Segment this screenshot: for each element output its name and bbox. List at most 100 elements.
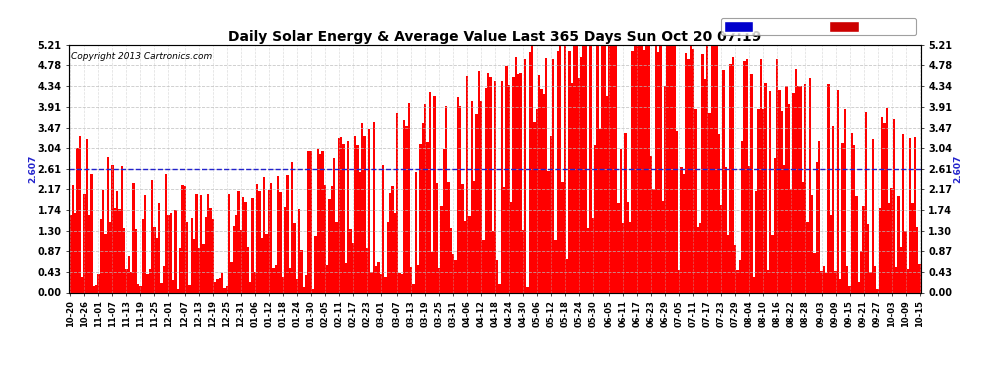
Bar: [207, 194, 209, 292]
Bar: [78, 136, 81, 292]
Bar: [816, 162, 818, 292]
Bar: [587, 228, 589, 292]
Bar: [606, 96, 608, 292]
Bar: [426, 142, 429, 292]
Bar: [480, 101, 482, 292]
Bar: [755, 190, 757, 292]
Bar: [240, 230, 242, 292]
Bar: [212, 219, 214, 292]
Bar: [524, 59, 527, 292]
Bar: [153, 227, 155, 292]
Text: Copyright 2013 Cartronics.com: Copyright 2013 Cartronics.com: [71, 53, 212, 62]
Bar: [140, 286, 142, 292]
Bar: [358, 172, 361, 292]
Bar: [193, 239, 195, 292]
Bar: [837, 90, 840, 292]
Bar: [93, 286, 95, 292]
Bar: [857, 282, 860, 292]
Bar: [692, 49, 694, 292]
Bar: [694, 110, 697, 292]
Bar: [158, 202, 160, 292]
Bar: [176, 289, 179, 292]
Bar: [706, 45, 709, 292]
Bar: [730, 64, 732, 292]
Bar: [247, 247, 248, 292]
Bar: [445, 106, 447, 292]
Bar: [687, 59, 690, 292]
Bar: [349, 229, 351, 292]
Bar: [286, 176, 288, 292]
Bar: [862, 206, 864, 292]
Bar: [855, 196, 857, 292]
Bar: [142, 219, 144, 292]
Bar: [618, 203, 620, 292]
Bar: [867, 224, 869, 292]
Bar: [669, 45, 671, 292]
Bar: [585, 45, 587, 292]
Bar: [375, 266, 377, 292]
Bar: [434, 96, 436, 292]
Bar: [319, 154, 321, 292]
Bar: [776, 59, 778, 292]
Bar: [155, 238, 158, 292]
Bar: [821, 271, 823, 292]
Bar: [202, 244, 205, 292]
Bar: [408, 104, 410, 292]
Bar: [356, 145, 358, 292]
Bar: [685, 53, 687, 292]
Bar: [473, 181, 475, 292]
Bar: [709, 113, 711, 292]
Bar: [711, 45, 713, 292]
Bar: [346, 141, 349, 292]
Bar: [659, 45, 661, 292]
Bar: [883, 123, 886, 292]
Bar: [886, 108, 888, 292]
Bar: [778, 90, 781, 292]
Bar: [914, 136, 916, 292]
Bar: [451, 254, 454, 292]
Bar: [351, 243, 353, 292]
Bar: [100, 219, 102, 292]
Bar: [517, 74, 520, 292]
Bar: [496, 260, 499, 292]
Bar: [489, 76, 491, 292]
Bar: [422, 123, 424, 292]
Bar: [879, 208, 881, 292]
Bar: [148, 269, 150, 292]
Bar: [573, 45, 575, 292]
Bar: [401, 274, 403, 292]
Bar: [604, 45, 606, 292]
Bar: [441, 206, 443, 292]
Bar: [683, 174, 685, 292]
Bar: [752, 277, 755, 292]
Bar: [520, 73, 522, 292]
Bar: [742, 141, 743, 292]
Bar: [571, 83, 573, 292]
Bar: [317, 148, 319, 292]
Bar: [333, 158, 336, 292]
Bar: [466, 76, 468, 292]
Bar: [781, 111, 783, 292]
Bar: [596, 45, 599, 292]
Bar: [699, 223, 702, 292]
Bar: [727, 235, 730, 292]
Bar: [74, 213, 76, 292]
Bar: [209, 209, 212, 292]
Bar: [634, 45, 637, 292]
Bar: [534, 122, 536, 292]
Bar: [482, 240, 484, 292]
Bar: [657, 52, 659, 292]
Bar: [477, 71, 480, 292]
Bar: [386, 222, 389, 292]
Bar: [608, 45, 611, 292]
Bar: [398, 273, 401, 292]
Bar: [312, 289, 314, 292]
Bar: [331, 186, 333, 292]
Bar: [494, 81, 496, 292]
Bar: [893, 119, 895, 292]
Bar: [231, 262, 233, 292]
Bar: [748, 166, 750, 292]
Bar: [198, 248, 200, 292]
Bar: [255, 184, 258, 292]
Bar: [869, 272, 872, 292]
